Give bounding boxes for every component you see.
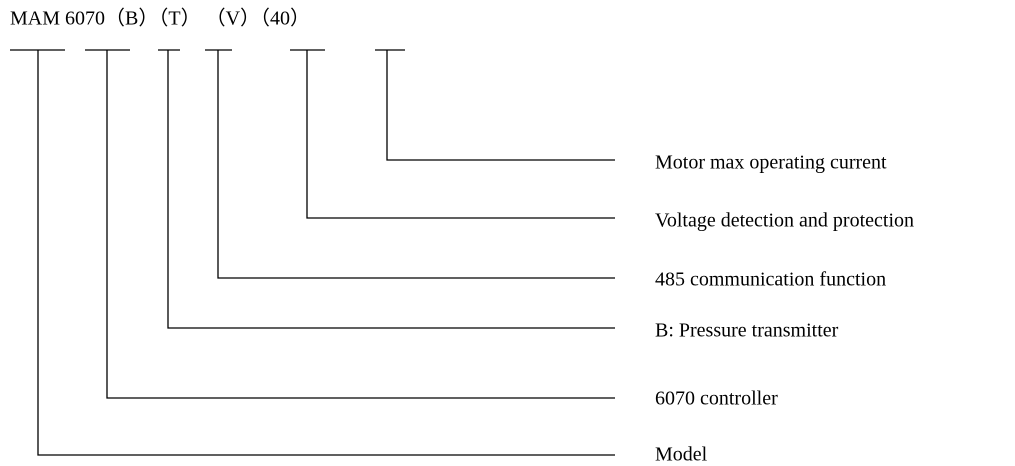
label: B: Pressure transmitter (655, 320, 839, 342)
model-code: MAM 6070（B）（T） （V）（40） (10, 7, 310, 30)
connector (37, 50, 615, 456)
connectors (37, 50, 615, 456)
label: Motor max operating current (655, 152, 887, 174)
label: Model (655, 444, 708, 466)
connector (306, 50, 615, 219)
connector (217, 50, 615, 279)
connector (167, 50, 615, 329)
connector (386, 50, 615, 161)
label: 6070 controller (655, 388, 778, 410)
label: Voltage detection and protection (655, 210, 914, 232)
label: 485 communication function (655, 269, 886, 291)
connector (106, 50, 615, 399)
